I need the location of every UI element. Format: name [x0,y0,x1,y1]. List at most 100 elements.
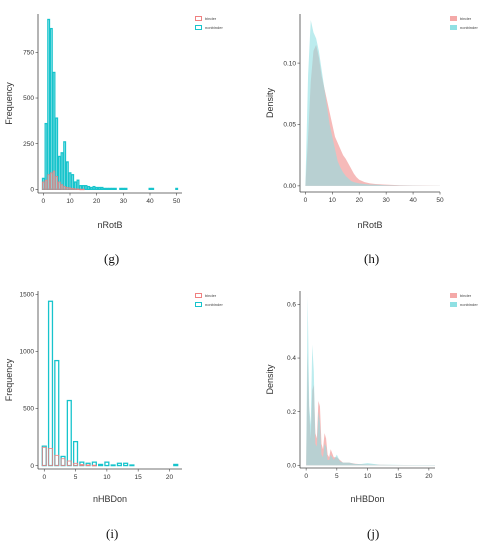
bar-binder [47,174,50,190]
x-tick-label: 40 [146,198,154,205]
bar-nonbinder [119,187,123,190]
bar-nonbinder [175,187,179,190]
y-tick-label: 250 [23,141,34,148]
x-tick-label: 15 [135,474,143,481]
legend-item-binder: binder [195,14,223,23]
bar-binder [48,448,53,466]
x-tick-label: 10 [364,473,372,480]
bar-nonbinder [121,187,125,190]
bar-nonbinder [100,186,104,191]
bar-binder [58,181,61,190]
bar-binder [63,186,66,190]
legend-swatch-nonbinder [450,302,457,307]
bar-binder [68,187,72,190]
bar-nonbinder [60,152,64,191]
bar-nonbinder [66,399,72,467]
y-tick-label: 0.2 [287,409,296,416]
bar-nonbinder [111,187,115,190]
caption-j: (j) [367,526,380,541]
y-axis-label: Frequency [4,82,14,125]
bar-nonbinder [47,300,54,467]
y-tick-label: 500 [23,95,34,102]
bar-nonbinder [151,187,155,190]
x-axis-label: nHBDon [93,494,127,504]
x-tick-label: 0 [42,198,46,205]
bar-nonbinder [71,174,75,190]
bar-nonbinder [105,187,109,190]
y-tick-label: 0.6 [287,302,296,309]
bar-nonbinder [54,359,60,467]
chart-panel-h: 0 10 20 30 40 50 0.00 0.05 0.10 nRotB Density bind… [245,0,489,275]
bar-binder [74,188,77,190]
bar-nonbinder [41,445,47,467]
bar-nonbinder [92,185,96,191]
y-tick-label: 0.0 [287,463,296,470]
bar-nonbinder [89,186,93,191]
x-axis-label: nRotB [357,220,382,230]
x-tick-label: 5 [335,473,339,480]
x-tick-label: 0 [304,473,308,480]
bar-binder [66,460,72,466]
y-tick-label: 0.00 [283,183,296,190]
legend-j: binder nonbinder [450,291,478,309]
legend-h: binder nonbinder [450,14,478,32]
bar-nonbinder [113,187,117,190]
y-tick-label: 1500 [20,292,35,299]
x-tick-label: 0 [42,474,46,481]
legend-swatch-nonbinder [195,302,202,307]
legend-label-nonbinder: nonbinder [460,302,478,307]
bar-nonbinder [87,185,91,191]
x-tick-label: 20 [425,473,433,480]
bar-binder [54,454,60,466]
bar-nonbinder [98,463,104,467]
y-tick-label: 0.4 [287,355,296,362]
y-tick-label: 750 [23,50,34,57]
legend-swatch-binder [195,16,202,21]
bar-nonbinder [123,462,129,467]
caption-h: (h) [364,251,380,266]
area-nonbinder [306,296,435,466]
legend-label-nonbinder: nonbinder [205,25,223,30]
legend-label-binder: binder [205,293,217,298]
bar-binder [60,184,64,190]
chart-panel-j: 0 5 10 15 20 0.0 0.2 0.4 0.6 nHBDon Density binder… [245,275,489,550]
chart-j-svg: 0 5 10 15 20 0.0 0.2 0.4 0.6 nHBDon Density [265,291,435,504]
bar-binder [66,187,69,190]
x-axis-label: nHBDon [350,494,384,504]
caption-i: (i) [106,526,119,541]
bar-nonbinder [97,186,101,191]
caption-g: (g) [104,251,120,266]
legend-swatch-binder [195,293,202,298]
y-tick-label: 1000 [20,349,35,356]
bar-binder [92,464,97,467]
bar-nonbinder [76,179,80,190]
bar-nonbinder [73,181,77,190]
legend-i: binder nonbinder [195,291,223,309]
bar-binder [71,188,74,190]
x-tick-label: 20 [166,474,174,481]
bar-nonbinder [124,187,128,190]
legend-item-nonbinder: nonbinder [195,300,223,309]
bar-nonbinder [108,187,112,190]
chart-h-svg: 0 10 20 30 40 50 0.00 0.05 0.10 nRotB Density [265,14,444,230]
x-axis-label: nRotB [97,220,122,230]
bar-nonbinder [129,464,135,467]
bar-nonbinder [68,172,72,191]
legend-swatch-nonbinder [450,25,457,30]
x-tick-label: 30 [120,198,128,205]
bar-nonbinder [49,27,53,190]
legend-item-nonbinder: nonbinder [450,23,478,32]
y-tick-label: 500 [23,406,34,413]
legend-label-nonbinder: nonbinder [460,25,478,30]
legend-item-nonbinder: nonbinder [450,300,478,309]
bar-nonbinder [104,461,110,467]
x-tick-label: 20 [93,198,101,205]
legend-label-nonbinder: nonbinder [205,302,223,307]
legend-label-binder: binder [205,16,217,21]
legend-item-binder: binder [450,291,478,300]
bar-nonbinder [79,461,85,467]
y-axis-label: Frequency [4,358,14,401]
area-binder [305,44,440,186]
x-tick-label: 20 [356,197,364,204]
bar-binder [44,179,48,190]
